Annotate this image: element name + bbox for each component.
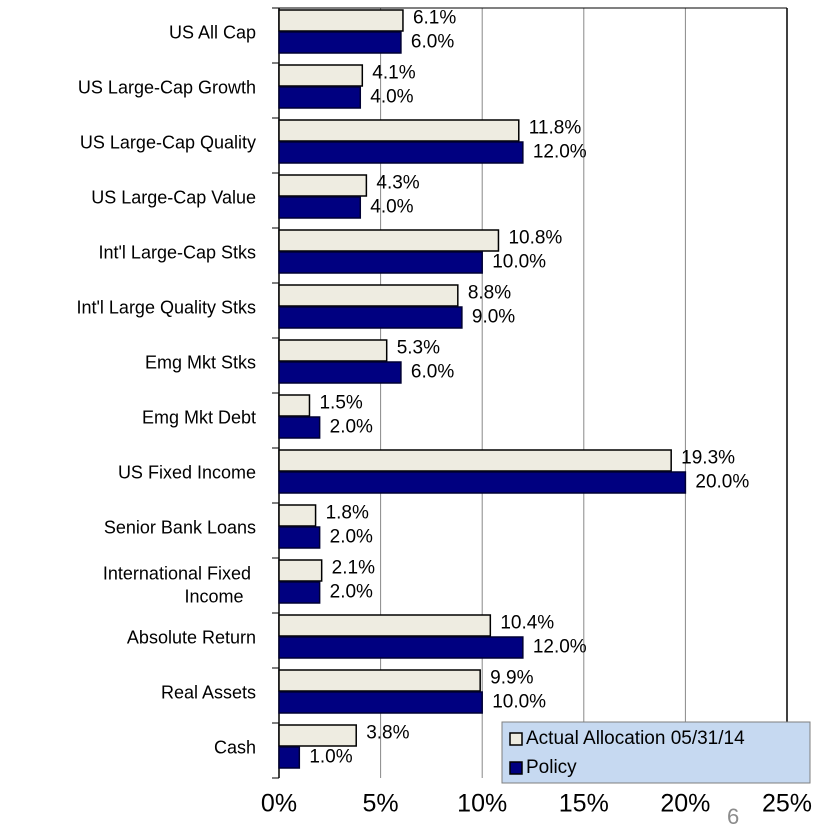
bar	[278, 691, 483, 714]
data-label: 9.9%	[490, 668, 533, 689]
y-tick-label: Int'l Large-Cap Stks	[98, 242, 256, 262]
bar	[278, 504, 317, 527]
y-tick-label-line: International Fixed	[103, 563, 256, 583]
bar	[278, 614, 492, 637]
y-tick-label: Real Assets	[161, 682, 256, 702]
y-tick-label-line: Income	[184, 586, 243, 606]
data-label: 10.0%	[492, 252, 546, 273]
data-label: 11.8%	[529, 118, 582, 139]
y-tick-label: Emg Mkt Stks	[145, 352, 256, 372]
data-label: 2.0%	[330, 527, 373, 548]
bar	[278, 306, 463, 329]
x-tick-label: 20%	[660, 790, 710, 818]
x-tick-label: 5%	[363, 790, 399, 818]
y-tick-label: US Fixed Income	[118, 462, 256, 482]
bar	[278, 559, 323, 582]
data-label: 10.8%	[508, 228, 562, 249]
bar	[278, 86, 362, 109]
data-label: 20.0%	[695, 472, 749, 493]
bar	[278, 196, 362, 219]
bar	[278, 669, 481, 692]
data-label: 10.4%	[500, 613, 554, 634]
data-label: 1.8%	[326, 503, 369, 524]
data-label: 6.0%	[411, 362, 454, 383]
x-tick-label: 10%	[457, 790, 507, 818]
y-tick-label: US Large-Cap Quality	[80, 132, 256, 152]
y-tick-label: US Large-Cap Value	[91, 187, 256, 207]
legend-swatch	[509, 732, 523, 746]
data-label: 6.0%	[411, 32, 454, 53]
bar	[278, 416, 321, 439]
data-label: 12.0%	[533, 637, 587, 658]
bar	[278, 119, 520, 142]
x-tick-label: 25%	[762, 790, 812, 818]
y-tick-label: US All Cap	[169, 22, 256, 42]
data-label: 5.3%	[397, 338, 440, 359]
y-tick-label: US Large-Cap Growth	[78, 77, 256, 97]
legend-label: Policy	[526, 757, 577, 778]
data-label: 1.0%	[309, 747, 352, 768]
bar	[278, 636, 524, 659]
bar	[278, 31, 402, 54]
data-label: 2.0%	[330, 582, 373, 603]
bar	[278, 449, 672, 472]
data-label: 1.5%	[319, 393, 362, 414]
bar	[278, 471, 687, 494]
bar	[278, 724, 357, 747]
data-label: 8.8%	[468, 283, 511, 304]
y-tick-label: Int'l Large Quality Stks	[76, 297, 256, 317]
data-label: 9.0%	[472, 307, 515, 328]
data-label: 10.0%	[492, 692, 546, 713]
bar	[278, 526, 321, 549]
data-label: 4.0%	[370, 197, 413, 218]
bar	[278, 64, 364, 87]
bar	[278, 174, 368, 197]
data-label: 2.0%	[330, 417, 373, 438]
y-tick-label: Emg Mkt Debt	[142, 407, 256, 427]
bar	[278, 141, 524, 164]
data-label: 4.0%	[370, 87, 413, 108]
legend-swatch	[509, 761, 523, 775]
data-label: 2.1%	[332, 558, 375, 579]
data-label: 4.3%	[376, 173, 419, 194]
legend: Actual Allocation 05/31/14 Policy	[501, 721, 811, 784]
page-number: 6	[727, 804, 739, 828]
bar	[278, 339, 388, 362]
y-tick-label: Senior Bank Loans	[104, 517, 256, 537]
x-tick-label: 15%	[559, 790, 609, 818]
data-label: 6.1%	[413, 8, 456, 29]
bar	[278, 9, 404, 32]
bar	[278, 746, 301, 769]
legend-box	[501, 721, 811, 784]
data-label: 3.8%	[366, 723, 409, 744]
bar	[278, 581, 321, 604]
bar	[278, 229, 500, 252]
y-tick-label: Absolute Return	[127, 627, 256, 647]
y-tick-label: International Fixed Income	[103, 563, 256, 606]
bar	[278, 284, 459, 307]
data-label: 19.3%	[681, 448, 735, 469]
data-label: 12.0%	[533, 142, 587, 163]
bar	[278, 361, 402, 384]
bar	[278, 251, 483, 274]
bar	[278, 394, 311, 417]
legend-label: Actual Allocation 05/31/14	[526, 728, 745, 749]
x-tick-label: 0%	[261, 790, 297, 818]
y-tick-label: Cash	[214, 737, 256, 757]
data-label: 4.1%	[372, 63, 415, 84]
